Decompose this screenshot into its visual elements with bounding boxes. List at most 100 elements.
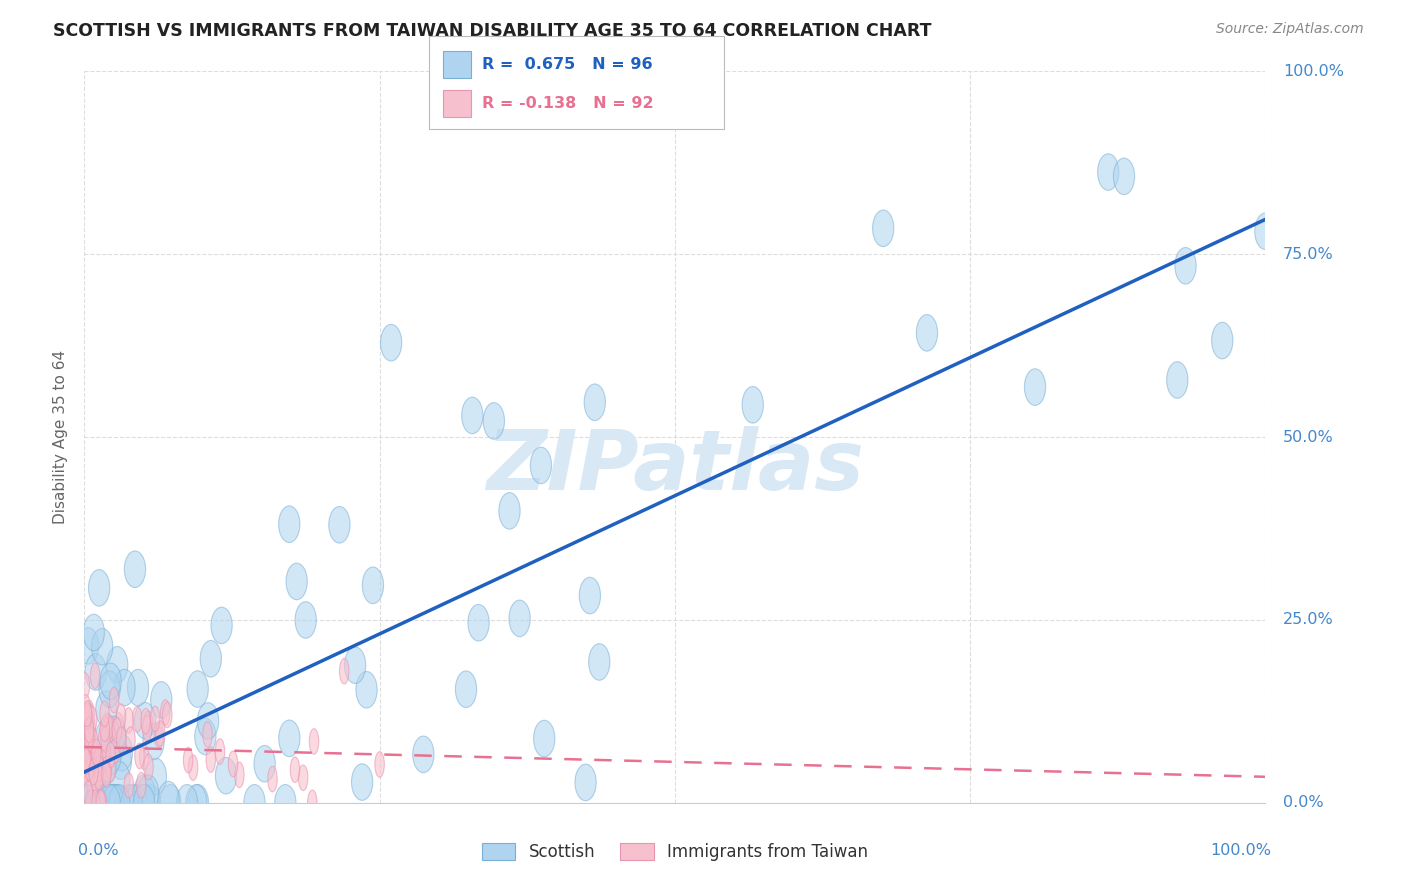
Ellipse shape (456, 671, 477, 707)
Ellipse shape (352, 764, 373, 800)
Ellipse shape (107, 785, 128, 821)
Ellipse shape (89, 759, 98, 785)
Ellipse shape (80, 758, 90, 784)
Ellipse shape (82, 695, 90, 720)
Ellipse shape (150, 706, 160, 731)
Ellipse shape (117, 727, 127, 752)
Ellipse shape (124, 707, 134, 733)
Ellipse shape (103, 785, 124, 821)
Ellipse shape (202, 722, 212, 747)
Ellipse shape (110, 743, 132, 780)
Ellipse shape (83, 701, 91, 727)
Ellipse shape (83, 704, 91, 729)
Ellipse shape (91, 767, 101, 793)
Ellipse shape (80, 760, 90, 786)
Ellipse shape (90, 663, 100, 689)
Ellipse shape (103, 713, 111, 739)
Ellipse shape (100, 739, 121, 775)
Ellipse shape (143, 723, 165, 760)
Ellipse shape (96, 790, 105, 815)
Ellipse shape (82, 747, 90, 773)
Ellipse shape (82, 752, 90, 778)
Ellipse shape (84, 725, 94, 751)
Text: Source: ZipAtlas.com: Source: ZipAtlas.com (1216, 22, 1364, 37)
Ellipse shape (103, 785, 124, 821)
Ellipse shape (139, 744, 149, 770)
Ellipse shape (329, 507, 350, 543)
Ellipse shape (77, 628, 98, 665)
Ellipse shape (101, 727, 110, 752)
Ellipse shape (117, 785, 138, 821)
Ellipse shape (579, 577, 600, 614)
Ellipse shape (235, 762, 245, 788)
Text: 0.0%: 0.0% (79, 843, 120, 858)
Ellipse shape (534, 720, 555, 756)
Ellipse shape (91, 739, 101, 765)
Ellipse shape (295, 602, 316, 639)
Ellipse shape (94, 785, 115, 821)
Ellipse shape (285, 563, 308, 599)
Ellipse shape (160, 785, 181, 821)
Ellipse shape (145, 758, 166, 795)
Ellipse shape (1254, 213, 1277, 250)
Ellipse shape (228, 751, 238, 777)
Ellipse shape (94, 764, 104, 789)
Ellipse shape (309, 729, 319, 755)
Ellipse shape (87, 744, 96, 770)
Text: 75.0%: 75.0% (1284, 247, 1334, 261)
Ellipse shape (80, 719, 90, 745)
Ellipse shape (375, 752, 384, 777)
Ellipse shape (298, 765, 308, 790)
Ellipse shape (278, 720, 299, 756)
Ellipse shape (100, 701, 110, 727)
Ellipse shape (89, 785, 110, 821)
Ellipse shape (1114, 158, 1135, 194)
Ellipse shape (80, 741, 90, 767)
Ellipse shape (105, 742, 115, 768)
Ellipse shape (127, 785, 148, 821)
Ellipse shape (117, 704, 125, 730)
Ellipse shape (413, 736, 434, 772)
Ellipse shape (135, 743, 145, 769)
Ellipse shape (84, 785, 105, 821)
Ellipse shape (197, 703, 219, 739)
Ellipse shape (112, 718, 121, 743)
Ellipse shape (278, 506, 299, 542)
Ellipse shape (290, 757, 299, 782)
Ellipse shape (98, 671, 120, 707)
Ellipse shape (141, 708, 150, 734)
Ellipse shape (484, 402, 505, 439)
Text: 25.0%: 25.0% (1284, 613, 1334, 627)
Ellipse shape (917, 315, 938, 351)
Ellipse shape (114, 669, 135, 706)
Ellipse shape (267, 766, 277, 792)
Ellipse shape (160, 699, 170, 725)
Ellipse shape (155, 722, 163, 747)
Ellipse shape (96, 761, 105, 787)
Ellipse shape (80, 673, 90, 698)
Ellipse shape (84, 717, 94, 743)
Ellipse shape (1167, 361, 1188, 398)
Ellipse shape (135, 702, 156, 739)
Ellipse shape (77, 785, 98, 821)
Ellipse shape (87, 706, 97, 732)
Ellipse shape (75, 785, 96, 821)
Ellipse shape (200, 640, 221, 677)
Ellipse shape (128, 669, 149, 706)
Ellipse shape (215, 739, 225, 764)
Ellipse shape (254, 746, 276, 782)
Ellipse shape (89, 570, 110, 607)
Ellipse shape (187, 671, 208, 707)
Ellipse shape (97, 785, 118, 821)
Ellipse shape (97, 790, 107, 815)
Ellipse shape (86, 715, 96, 740)
Ellipse shape (186, 785, 207, 821)
Ellipse shape (142, 715, 152, 741)
Ellipse shape (134, 785, 155, 821)
Ellipse shape (96, 720, 117, 756)
Ellipse shape (499, 492, 520, 529)
Ellipse shape (121, 785, 142, 821)
Ellipse shape (104, 714, 114, 740)
Ellipse shape (107, 647, 128, 683)
Ellipse shape (82, 721, 91, 747)
